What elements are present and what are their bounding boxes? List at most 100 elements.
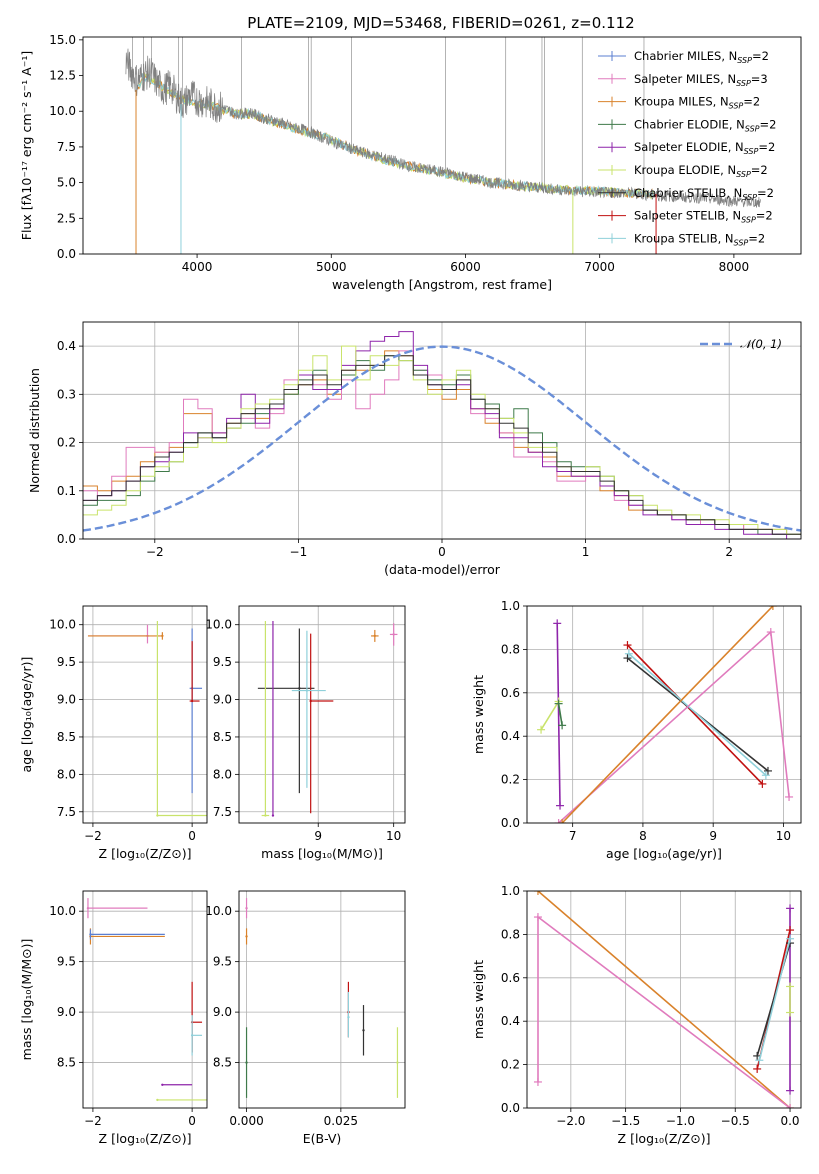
axes-frame: [526, 605, 802, 824]
legend-entry-subscript: SSP: [729, 102, 744, 111]
data-point: [264, 814, 267, 817]
x-tick-label: 9: [314, 829, 322, 843]
x-tick-label: 0.025: [324, 1114, 358, 1128]
y-tick-label: 8.5: [213, 730, 232, 744]
legend-entry-label: Salpeter MILES, NSSP=3: [634, 72, 768, 88]
x-tick-label: 10: [776, 829, 791, 843]
weight-line: [537, 891, 791, 1108]
panel-metallicity-vs-mass: −2 0 8.5 9.0 9.5 10.0 Z [log₁₀(Z/Z⊙)] mass [log…: [19, 890, 208, 1146]
legend-entry-subscript: SSP: [736, 79, 751, 88]
legend-entry-subscript: SSP: [742, 193, 757, 202]
y-tick-label: 9.5: [57, 655, 76, 669]
y-tick-label: 8.5: [57, 730, 76, 744]
panel-metallicity-vs-age: −2 0 7.5 8.0 8.5 9.0 9.5 10.0 Z [log₁₀(Z/Z⊙)] age…: [19, 605, 208, 861]
weight-line: [758, 938, 791, 1061]
x-tick-label: 0: [188, 1114, 196, 1128]
panel-mass-vs-age: 9 10 7.5 8.0 8.5 9.0 9.5 10.0 mass [log₁₀(M/M⊙)]: [205, 605, 406, 861]
y-tick-label: 0.2: [501, 1058, 520, 1072]
y-tick-label: 10.0: [49, 104, 76, 118]
x-tick-label: 1: [582, 545, 590, 559]
data-point: [245, 1061, 248, 1064]
legend-entry-label: Salpeter ELODIE, NSSP=2: [634, 140, 775, 156]
x-tick-label: −1.0: [666, 1114, 695, 1128]
y-tick-label: 0.4: [57, 339, 76, 353]
legend-entry-name: Chabrier ELODIE, N: [634, 117, 745, 131]
y-tick-label: 9.0: [213, 693, 232, 707]
axes-frame: [82, 890, 208, 1109]
legend-entry-subscript: SSP: [736, 170, 751, 179]
x-tick-label: 0: [188, 829, 196, 843]
plot-area: [537, 606, 794, 823]
data-point: [305, 689, 309, 692]
legend-entry-label: 𝒩(0, 1): [740, 337, 782, 351]
weight-line: [540, 701, 560, 731]
x-axis-label: mass [log₁₀(M/M⊙)]: [261, 846, 383, 861]
y-tick-label: 2.5: [57, 211, 76, 225]
axes-frame: [82, 36, 802, 255]
y-axis-label: Flux [fλ10⁻¹⁷ erg cm⁻² s⁻¹ A⁻¹]: [19, 51, 34, 240]
x-axis-label: wavelength [Angstrom, rest frame]: [332, 277, 552, 292]
y-tick-label: 7.5: [57, 140, 76, 154]
x-tick-label: −1: [290, 545, 308, 559]
data-point: [161, 1083, 164, 1086]
x-tick-label: −2: [146, 545, 164, 559]
legend-entry-name: Kroupa MILES, N: [634, 95, 729, 109]
y-axis-label: mass weight: [471, 675, 486, 754]
plot-area: [86, 898, 207, 1102]
x-tick-label: 0: [438, 545, 446, 559]
legend-entry-count: =3: [751, 72, 768, 86]
x-axis-label: Z [log₁₀(Z/Z⊙)]: [618, 1131, 711, 1146]
x-tick-label: 2: [725, 545, 733, 559]
y-tick-label: 8.5: [213, 1056, 232, 1070]
legend-entry-subscript: SSP: [734, 238, 749, 247]
y-tick-label: 5.0: [57, 176, 76, 190]
x-tick-label: −2: [84, 829, 102, 843]
y-axis-label: mass [log₁₀(M/M⊙)]: [19, 939, 34, 1061]
data-point: [392, 633, 395, 636]
legend-entry-name: Chabrier MILES, N: [634, 49, 737, 63]
y-tick-label: 9.0: [213, 1005, 232, 1019]
legend-entry-name: Salpeter STELIB, N: [634, 209, 741, 223]
observed-spectrum-line: [125, 48, 761, 208]
y-tick-label: 8.0: [57, 767, 76, 781]
weight-line: [626, 644, 763, 785]
legend-entry-name: Salpeter ELODIE, N: [634, 140, 744, 154]
panel-age-vs-weight: 7 8 9 10 0.0 0.2 0.4 0.6 0.8 1.0 age [log₁₀(age/yr…: [471, 599, 802, 861]
data-point: [347, 1015, 350, 1019]
legend-entry-label: Kroupa ELODIE, NSSP=2: [634, 163, 768, 179]
legend-entry-count: =2: [757, 186, 774, 200]
weight-line: [556, 623, 561, 806]
x-tick-label: −0.5: [721, 1114, 750, 1128]
y-tick-label: 0.4: [501, 1014, 520, 1028]
data-point: [89, 933, 92, 936]
y-tick-label: 0.8: [501, 642, 520, 656]
x-tick-label: 9: [709, 829, 717, 843]
legend-entry-count: =2: [748, 231, 765, 245]
model-spectrum-line: [136, 72, 654, 200]
y-tick-label: 12.5: [49, 69, 76, 83]
y-tick-label: 9.0: [57, 1005, 76, 1019]
legend-entry-count: =2: [760, 117, 777, 131]
y-tick-label: 0.8: [501, 927, 520, 941]
weight-line: [561, 606, 774, 823]
x-tick-label: 8: [639, 829, 647, 843]
legend-entry-name: Kroupa STELIB, N: [634, 231, 734, 245]
y-axis-label: mass weight: [471, 960, 486, 1039]
legend-entry-label: Chabrier STELIB, NSSP=2: [634, 186, 774, 202]
legend-entry-count: =2: [758, 140, 775, 154]
data-point: [309, 699, 312, 703]
x-tick-label: 7000: [584, 260, 615, 274]
y-tick-label: 9.0: [57, 693, 76, 707]
legend-entry-subscript: SSP: [745, 124, 760, 133]
legend-entry-name: Kroupa ELODIE, N: [634, 163, 736, 177]
y-tick-label: 0.2: [501, 773, 520, 787]
legend-entry-count: =2: [751, 163, 768, 177]
legend-entry-subscript: SSP: [741, 216, 756, 225]
legend-entry-label: Chabrier MILES, NSSP=2: [634, 49, 769, 65]
panel-metallicity-vs-weight: −2.0 −1.5 −1.0 −0.5 0.0 0.0 0.2 0.4 0.6 0.8 1.0 Z […: [471, 884, 802, 1146]
plot-area: [83, 331, 801, 539]
data-point: [161, 634, 164, 638]
figure-title: PLATE=2109, MJD=53468, FIBERID=0261, z=0…: [247, 14, 634, 32]
y-tick-label: 1.0: [501, 599, 520, 613]
